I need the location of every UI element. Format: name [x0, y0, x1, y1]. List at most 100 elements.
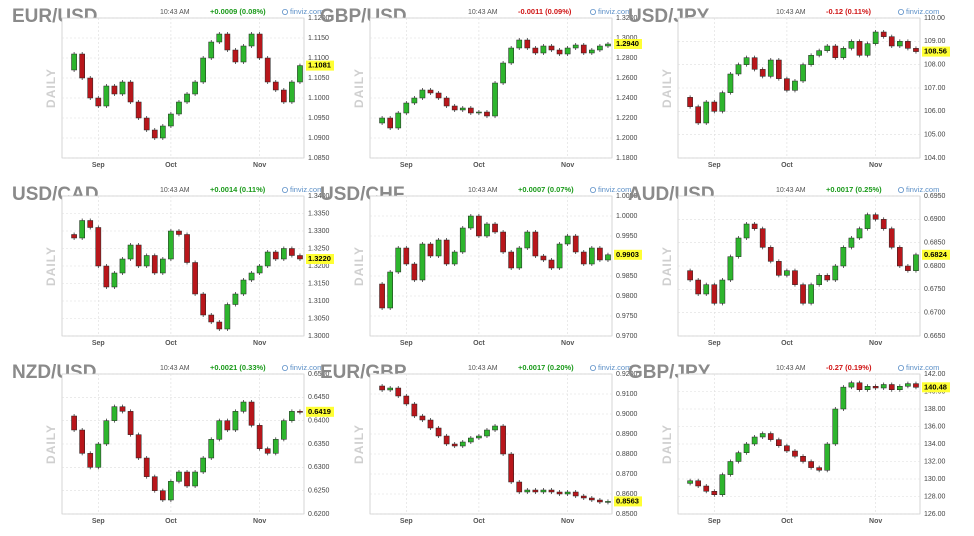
source: finviz.com: [598, 363, 631, 372]
source-icon: [590, 364, 597, 371]
candle: [524, 489, 531, 493]
candle: [492, 425, 498, 431]
y-tick-label: 0.6650: [924, 333, 946, 340]
candle: [540, 489, 547, 493]
last-price-tag: [614, 39, 642, 49]
month-label: Nov: [561, 162, 574, 169]
candle: [200, 57, 206, 83]
candle: [792, 270, 798, 285]
candle: [71, 415, 77, 431]
daily-label: DAILY: [352, 68, 366, 108]
y-tick-label: 0.6200: [308, 511, 330, 518]
month-label: Sep: [400, 518, 413, 525]
candle: [800, 456, 806, 462]
candle: [111, 272, 118, 288]
candle: [224, 420, 231, 431]
y-tick-label: 1.3350: [308, 210, 330, 217]
month-label: Nov: [869, 518, 882, 525]
last-price: 1.2940: [616, 39, 639, 48]
candle: [548, 489, 555, 493]
candle: [880, 31, 887, 37]
last-price: 0.8563: [616, 496, 639, 505]
candle: [572, 491, 579, 497]
candle: [848, 41, 855, 49]
y-tick-label: 0.6750: [924, 286, 946, 293]
candle: [289, 248, 295, 256]
candle: [832, 408, 839, 445]
candle: [160, 125, 166, 139]
candle: [87, 220, 94, 228]
candle: [572, 44, 579, 49]
candle: [897, 386, 903, 390]
candle: [151, 129, 158, 139]
candle: [216, 33, 223, 43]
time: 10:43 AM: [468, 187, 498, 194]
candle: [297, 65, 303, 83]
y-tick-label: 1.2400: [616, 95, 638, 102]
candle: [232, 49, 239, 63]
y-tick-label: 1.3100: [308, 298, 330, 305]
candle: [913, 383, 919, 388]
candle: [476, 215, 482, 237]
candle: [687, 270, 693, 281]
candle: [289, 81, 295, 103]
source: finviz.com: [290, 7, 323, 16]
candle: [905, 265, 911, 271]
candle: [743, 443, 750, 453]
candle: [776, 439, 782, 446]
y-tick-label: 109.00: [924, 38, 946, 45]
candle: [832, 45, 839, 58]
candle: [888, 36, 895, 47]
month-label: Sep: [92, 340, 105, 347]
time: 10:43 AM: [468, 365, 498, 372]
candle: [597, 247, 603, 261]
candle: [564, 235, 571, 245]
candle: [800, 64, 806, 82]
source-icon: [898, 8, 905, 15]
candle: [427, 89, 434, 94]
month-label: Oct: [473, 340, 485, 347]
time: 10:43 AM: [160, 365, 190, 372]
candle: [597, 45, 603, 51]
candle: [751, 57, 758, 70]
candle: [419, 415, 426, 421]
y-tick-label: 1.2600: [616, 75, 638, 82]
y-tick-label: 0.9750: [616, 313, 638, 320]
candle: [168, 230, 174, 260]
last-price: 0.6824: [924, 250, 948, 259]
candle: [272, 251, 279, 260]
candle: [395, 387, 402, 397]
candle: [589, 497, 595, 501]
candle: [767, 433, 774, 440]
candle: [176, 471, 182, 482]
candle: [395, 112, 402, 129]
candle: [872, 214, 879, 220]
candle: [419, 89, 426, 99]
candle: [743, 223, 750, 239]
candle: [759, 69, 766, 77]
month-label: Oct: [165, 518, 177, 525]
y-tick-label: 1.2000: [616, 135, 638, 142]
candle: [548, 45, 555, 51]
candle: [719, 92, 726, 112]
last-price: 0.6419: [308, 407, 331, 416]
candle: [256, 265, 263, 274]
candle: [95, 97, 102, 107]
y-tick-label: 1.1050: [308, 75, 330, 82]
candle: [184, 93, 190, 103]
candle: [824, 275, 831, 281]
y-tick-label: 1.1800: [616, 155, 638, 162]
candle: [387, 271, 393, 309]
y-tick-label: 0.6400: [308, 418, 330, 425]
candle: [548, 259, 555, 269]
candle: [703, 485, 710, 492]
source-icon: [281, 186, 288, 193]
month-label: Oct: [781, 162, 793, 169]
y-tick-label: 108.00: [924, 62, 946, 69]
y-tick-label: 1.0050: [616, 193, 638, 200]
candle: [719, 474, 726, 495]
month-label: Oct: [473, 162, 485, 169]
last-price: 0.9903: [616, 250, 639, 259]
source: finviz.com: [906, 7, 939, 16]
candle: [719, 279, 726, 304]
